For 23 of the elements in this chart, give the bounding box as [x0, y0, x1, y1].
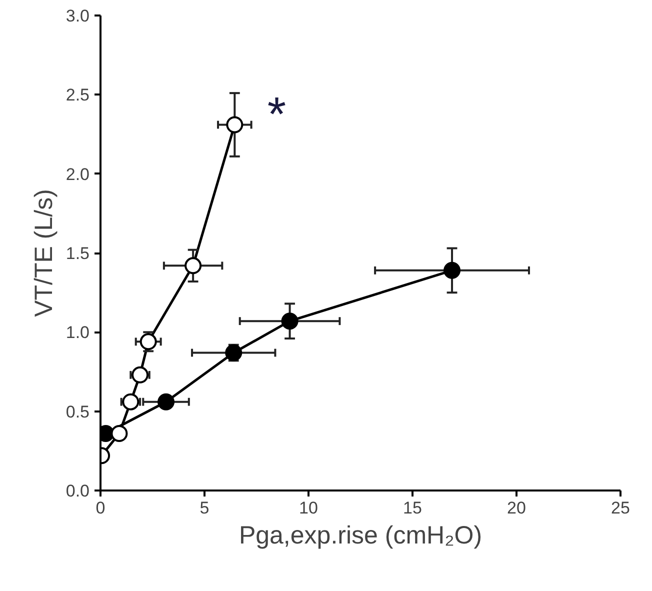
x-tick-label: 0: [96, 498, 106, 518]
y-tick-label: 1.5: [66, 244, 90, 263]
point: [444, 262, 461, 279]
x-tick-label: 15: [403, 498, 422, 518]
point: [110, 425, 128, 442]
point: [281, 312, 298, 330]
y-axis-title: VT/TE (L/s): [30, 189, 58, 317]
x-tick-label: 25: [611, 498, 630, 518]
y-tick-label: 2.5: [66, 86, 90, 105]
x-tick-label: 5: [200, 498, 210, 518]
y-tick-label: 0.0: [66, 482, 90, 500]
point: [158, 393, 175, 410]
y-tick-label: 0.5: [66, 402, 90, 422]
x-axis-title: Pga,exp.rise (cmH₂O): [238, 522, 482, 550]
y-tick-label: 1.0: [66, 323, 90, 342]
point: [226, 116, 244, 134]
annotation: *: [267, 88, 286, 142]
y-tick-label: 2.0: [66, 164, 90, 184]
x-tick-label: 20: [507, 498, 526, 518]
x-tick-label: 10: [299, 498, 318, 518]
point: [132, 366, 149, 384]
point: [184, 257, 202, 274]
y-tick-label: 3.0: [66, 6, 90, 26]
